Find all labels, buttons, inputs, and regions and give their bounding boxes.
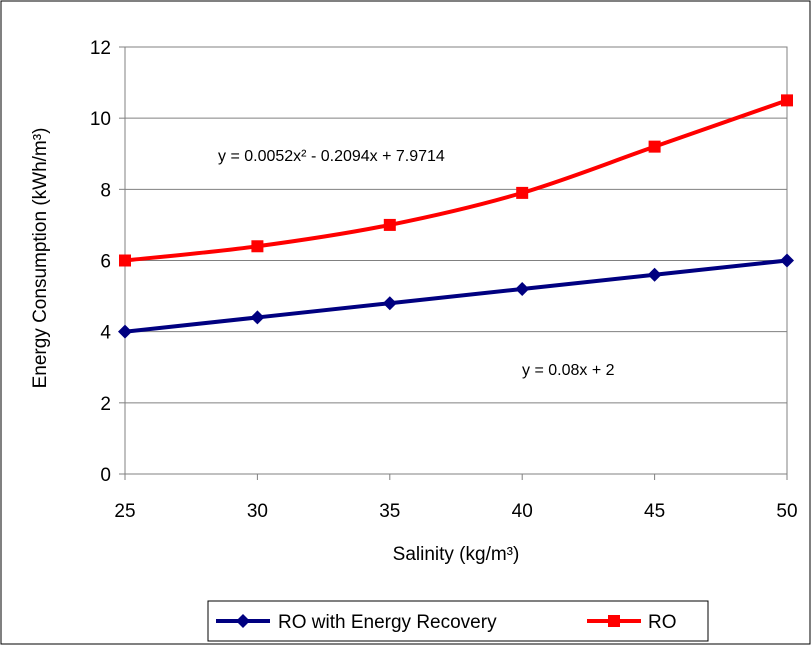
- gridlines: [125, 117, 787, 404]
- legend-marker-ro: [608, 615, 620, 627]
- data-point-ro: [383, 218, 396, 231]
- data-point-ro: [251, 240, 264, 253]
- data-point-ro: [119, 254, 131, 267]
- x-tick-label: 25: [114, 501, 135, 522]
- legend-marker-ro-recovery: [236, 614, 250, 628]
- data-point-ro-recovery: [515, 281, 530, 296]
- data-point-ro: [648, 140, 661, 153]
- line-ro-recovery: [124, 258, 788, 334]
- x-tick-label: 50: [776, 501, 797, 522]
- data-point-ro-recovery: [780, 253, 794, 268]
- x-tick-label: 45: [644, 501, 665, 522]
- data-point-ro-recovery: [382, 296, 397, 311]
- ro-recovery-trendline-equation: y = 0.08x + 2: [522, 362, 615, 379]
- y-tick-label: 10: [90, 109, 111, 130]
- ro-trendline-equation: y = 0.0052x² - 0.2094x + 7.9714: [218, 148, 445, 165]
- series-ro-recovery: [118, 253, 794, 339]
- data-point-ro-recovery: [118, 324, 132, 339]
- data-point-ro: [516, 186, 529, 199]
- y-tick-label: 8: [100, 180, 111, 201]
- legend-label-ro-recovery: RO with Energy Recovery: [278, 612, 497, 633]
- series-lines: [118, 94, 794, 339]
- data-point-ro-recovery: [250, 310, 265, 325]
- line-ro: [124, 98, 788, 263]
- data-point-ro-recovery: [647, 267, 662, 282]
- data-point-ro: [781, 94, 793, 107]
- y-tick-label: 2: [100, 394, 111, 415]
- legend-label-ro: RO: [648, 612, 677, 633]
- y-tick-label: 12: [90, 38, 111, 59]
- x-tick-label: 30: [247, 501, 268, 522]
- y-tick-label: 4: [100, 323, 111, 344]
- x-tick-label: 40: [512, 501, 533, 522]
- y-tick-label: 0: [100, 465, 111, 486]
- y-tick-label: 6: [100, 252, 111, 273]
- series-ro: [119, 94, 793, 267]
- x-tick-label: 35: [379, 501, 400, 522]
- y-axis-title: Energy Consumption (kWh/m³): [30, 128, 51, 389]
- legend: RO with Energy Recovery RO: [207, 600, 709, 642]
- axis-ticks: 0 2 4 6 8 10 12 25 30 35 40 45 50: [90, 38, 798, 522]
- x-axis-title: Salinity (kg/m³): [393, 544, 520, 565]
